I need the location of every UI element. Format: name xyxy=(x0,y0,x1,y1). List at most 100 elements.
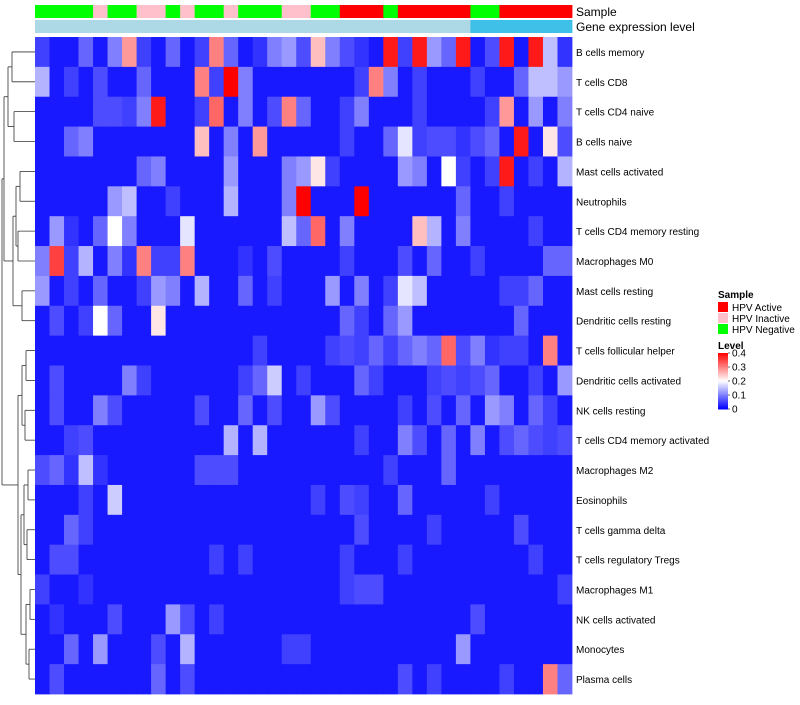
heatmap-cell xyxy=(557,634,573,665)
heatmap-cell xyxy=(455,246,471,277)
heatmap-cell xyxy=(267,544,283,575)
heatmap-cell xyxy=(281,186,297,217)
heatmap-cell xyxy=(513,634,529,665)
heatmap-cell xyxy=(499,96,515,127)
heatmap-cell xyxy=(426,37,442,68)
legend-sample-label: HPV Active xyxy=(732,303,782,314)
legend-gradient-step xyxy=(718,365,728,368)
heatmap-cell xyxy=(35,425,50,456)
heatmap-cell xyxy=(136,425,152,456)
heatmap-cell xyxy=(426,186,442,217)
heatmap-cell xyxy=(325,514,341,546)
heatmap-cell xyxy=(223,216,239,247)
heatmap-cell xyxy=(93,305,108,337)
legend-gradient-step xyxy=(718,379,728,382)
heatmap-cell xyxy=(296,484,312,516)
heatmap-cell xyxy=(383,664,399,695)
heatmap-cell xyxy=(78,544,94,575)
heatmap-cell xyxy=(557,335,573,366)
heatmap-cell xyxy=(339,425,355,456)
legend-sample-title: Sample xyxy=(718,290,754,301)
heatmap-cell xyxy=(412,395,428,426)
row-label: T cells gamma delta xyxy=(576,526,666,537)
heatmap-cell xyxy=(542,126,558,157)
heatmap-cell xyxy=(107,156,123,187)
heatmap-cell xyxy=(136,186,152,217)
heatmap-cell xyxy=(35,37,50,68)
heatmap-cell xyxy=(310,455,326,486)
heatmap-cell xyxy=(252,365,268,396)
heatmap-cell xyxy=(296,66,312,98)
heatmap-cell xyxy=(93,395,108,426)
heatmap-cell xyxy=(325,544,341,575)
heatmap-cell xyxy=(513,275,529,307)
heatmap-cell xyxy=(368,604,384,635)
heatmap-cell xyxy=(557,544,573,575)
heatmap-cell xyxy=(397,484,413,516)
heatmap-cell xyxy=(107,216,123,247)
heatmap-cell xyxy=(412,66,428,98)
heatmap-cell xyxy=(499,395,515,426)
heatmap-cell xyxy=(107,484,123,516)
heatmap-cell xyxy=(513,66,529,98)
heatmap-cell xyxy=(267,574,283,605)
heatmap-cell xyxy=(470,634,486,665)
heatmap-cell xyxy=(426,216,442,247)
heatmap-cell xyxy=(93,425,108,456)
heatmap-cell xyxy=(325,425,341,456)
heatmap-cell xyxy=(354,96,370,127)
heatmap-cell xyxy=(194,425,210,456)
legend-gradient-step xyxy=(718,378,728,381)
heatmap-cell xyxy=(136,604,152,635)
annotation-cell-gene-expression-level xyxy=(441,20,457,33)
heatmap-cell xyxy=(383,544,399,575)
heatmap-cell xyxy=(223,664,239,695)
heatmap-cell xyxy=(528,634,544,665)
heatmap-cell xyxy=(455,634,471,665)
heatmap-cell xyxy=(383,96,399,127)
heatmap-cell xyxy=(339,66,355,98)
heatmap-cell xyxy=(441,186,457,217)
heatmap-cell xyxy=(151,37,167,68)
heatmap-cell xyxy=(426,544,442,575)
heatmap-cell xyxy=(441,246,457,277)
legend-gradient-step xyxy=(718,364,728,367)
heatmap-cell xyxy=(180,275,196,307)
heatmap-cell xyxy=(441,604,457,635)
heatmap-cell xyxy=(107,186,123,217)
heatmap-cell xyxy=(426,395,442,426)
heatmap-cell xyxy=(223,574,239,605)
row-label: T cells CD8 xyxy=(576,78,628,89)
heatmap-cell xyxy=(209,66,225,98)
heatmap-cell xyxy=(325,96,341,127)
heatmap-cell xyxy=(412,604,428,635)
heatmap-cell xyxy=(122,455,137,486)
heatmap-cell xyxy=(122,275,137,307)
heatmap-cell xyxy=(252,305,268,337)
heatmap-cell xyxy=(513,574,529,605)
heatmap-cell xyxy=(194,216,210,247)
heatmap-cell xyxy=(93,365,108,396)
heatmap-cell xyxy=(470,186,486,217)
heatmap-cell xyxy=(339,634,355,665)
heatmap-cell xyxy=(238,126,254,157)
heatmap-cell xyxy=(455,186,471,217)
heatmap-cell xyxy=(310,425,326,456)
legend-swatch xyxy=(718,313,728,323)
annotation-cell-gene-expression-level xyxy=(397,20,413,33)
heatmap-cell xyxy=(397,96,413,127)
heatmap-cell xyxy=(93,514,108,546)
heatmap-cell xyxy=(209,216,225,247)
heatmap-cell xyxy=(35,604,50,635)
heatmap-cell xyxy=(383,186,399,217)
heatmap-cell xyxy=(281,37,297,68)
heatmap-cell xyxy=(223,37,239,68)
heatmap-cell xyxy=(238,484,254,516)
annotation-cell-gene-expression-level xyxy=(194,20,210,33)
heatmap-cell xyxy=(557,275,573,307)
heatmap-cell xyxy=(484,305,500,337)
heatmap-cell xyxy=(64,395,79,426)
heatmap-cell xyxy=(368,455,384,486)
heatmap-cell xyxy=(455,604,471,635)
heatmap-cell xyxy=(165,484,181,516)
